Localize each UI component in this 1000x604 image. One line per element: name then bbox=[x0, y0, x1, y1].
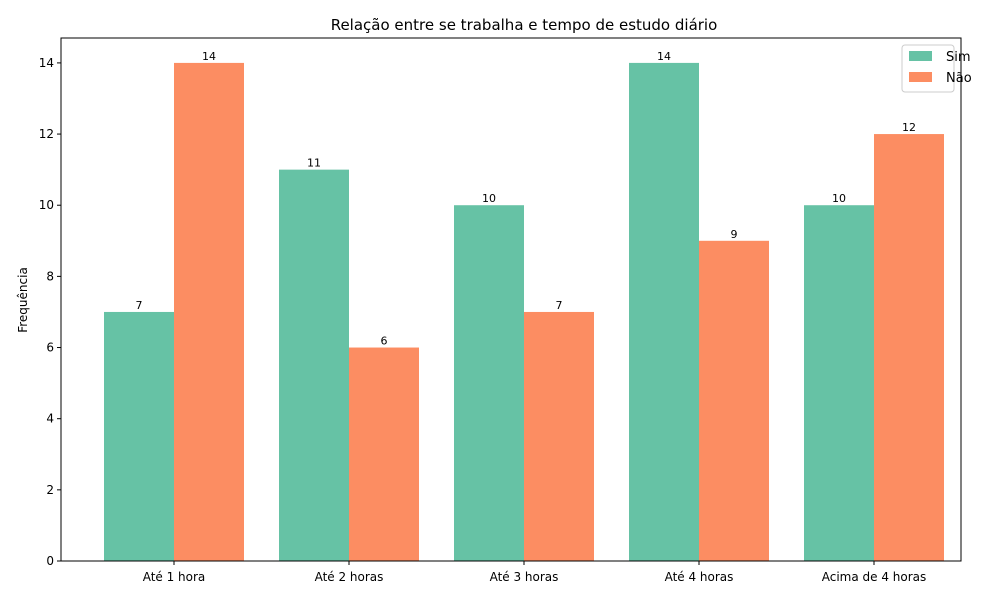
bar-value-label: 6 bbox=[381, 335, 388, 348]
bar-value-label: 7 bbox=[136, 299, 143, 312]
bar-não-2 bbox=[349, 347, 419, 561]
bar-sim-4 bbox=[629, 62, 699, 562]
legend-swatch-não bbox=[909, 72, 932, 82]
x-tick-label: Até 3 horas bbox=[490, 570, 559, 584]
legend-swatch-sim bbox=[909, 51, 932, 61]
x-tick-label: Até 2 horas bbox=[315, 570, 384, 584]
y-tick-label: 10 bbox=[39, 198, 54, 212]
x-tick-label: Acima de 4 horas bbox=[822, 570, 927, 584]
bar-não-4 bbox=[699, 240, 769, 562]
x-ticks-group: Até 1 hora Até 2 horas Até 3 horas Até 4 ho… bbox=[143, 561, 927, 584]
bar-sim-3 bbox=[454, 205, 524, 561]
bar-value-label: 7 bbox=[556, 299, 563, 312]
y-tick-label: 12 bbox=[39, 127, 54, 141]
legend-label-sim: Sim bbox=[946, 50, 971, 65]
bar-value-label: 14 bbox=[202, 50, 216, 63]
bar-value-label: 9 bbox=[731, 228, 738, 241]
bar-value-label: 12 bbox=[902, 121, 916, 134]
bar-não-5 bbox=[874, 134, 944, 561]
bar-value-label: 11 bbox=[307, 157, 321, 170]
bar-não-1 bbox=[174, 62, 244, 562]
x-tick-label: Até 1 hora bbox=[143, 570, 206, 584]
y-tick-label: 4 bbox=[46, 412, 54, 426]
bars-group bbox=[104, 62, 944, 562]
y-axis-label: Frequência bbox=[16, 267, 30, 333]
chart-title: Relação entre se trabalha e tempo de est… bbox=[331, 16, 718, 34]
y-tick-label: 2 bbox=[46, 483, 54, 497]
legend: Sim Não bbox=[901, 44, 972, 93]
x-tick-label: Até 4 horas bbox=[665, 570, 734, 584]
plot-frame bbox=[60, 37, 962, 562]
legend-label-não: Não bbox=[946, 71, 972, 86]
bar-labels-group: 7 14 11 6 10 7 14 9 10 12 bbox=[136, 50, 917, 348]
bar-sim-2 bbox=[279, 169, 349, 561]
y-tick-label: 6 bbox=[46, 341, 54, 355]
bar-sim-1 bbox=[104, 311, 174, 561]
bar-value-label: 10 bbox=[832, 192, 846, 205]
y-tick-label: 8 bbox=[46, 269, 54, 283]
bar-value-label: 10 bbox=[482, 192, 496, 205]
bar-não-3 bbox=[524, 311, 594, 561]
bar-sim-5 bbox=[804, 205, 874, 561]
bar-value-label: 14 bbox=[657, 50, 671, 63]
y-tick-label: 0 bbox=[46, 554, 54, 568]
y-ticks-group: 0 2 4 6 8 10 12 14 bbox=[39, 56, 61, 568]
y-tick-label: 14 bbox=[39, 56, 54, 70]
